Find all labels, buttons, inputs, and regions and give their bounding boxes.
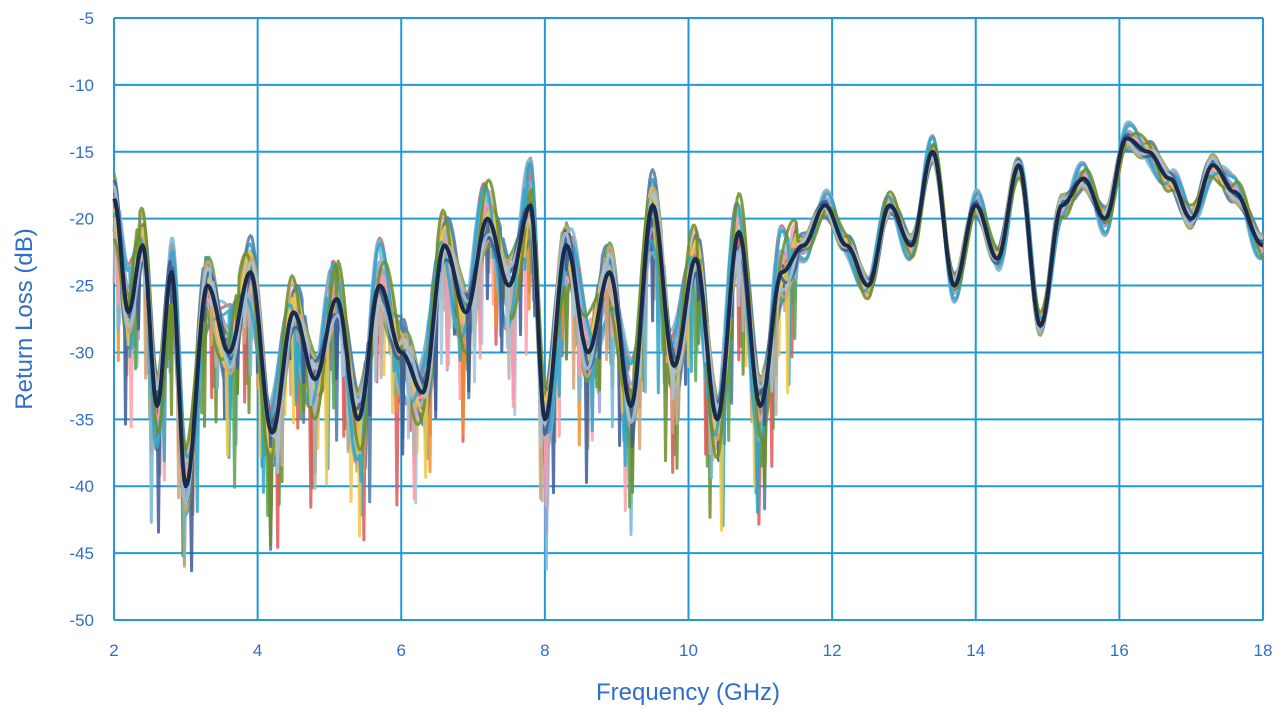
x-tick-label: 4: [253, 641, 262, 660]
x-tick-label: 10: [679, 641, 698, 660]
y-tick-label: -25: [69, 277, 94, 296]
x-tick-label: 12: [823, 641, 842, 660]
x-tick-label: 2: [109, 641, 118, 660]
y-tick-label: -20: [69, 210, 94, 229]
y-tick-label: -30: [69, 343, 94, 362]
x-tick-label: 6: [397, 641, 406, 660]
y-axis-title: Return Loss (dB): [11, 228, 38, 409]
x-tick-label: 8: [540, 641, 549, 660]
y-tick-label: -50: [69, 611, 94, 630]
highlight-trace-line: [112, 136, 1264, 489]
y-tick-label: -10: [69, 76, 94, 95]
highlight-trace-group: [112, 136, 1264, 489]
x-tick-labels: 2 4 6 8 10 12 14 16 18: [109, 641, 1272, 660]
y-tick-label: -45: [69, 544, 94, 563]
y-tick-label: -5: [79, 9, 94, 28]
y-tick-labels: -5 -10 -15 -20 -25 -30 -35 -40 -45 -50: [69, 9, 94, 630]
y-tick-label: -40: [69, 477, 94, 496]
y-tick-label: -35: [69, 410, 94, 429]
x-axis-title: Frequency (GHz): [596, 679, 780, 706]
x-tick-label: 14: [966, 641, 985, 660]
x-tick-label: 18: [1254, 641, 1273, 660]
y-tick-label: -15: [69, 143, 94, 162]
x-tick-label: 16: [1110, 641, 1129, 660]
